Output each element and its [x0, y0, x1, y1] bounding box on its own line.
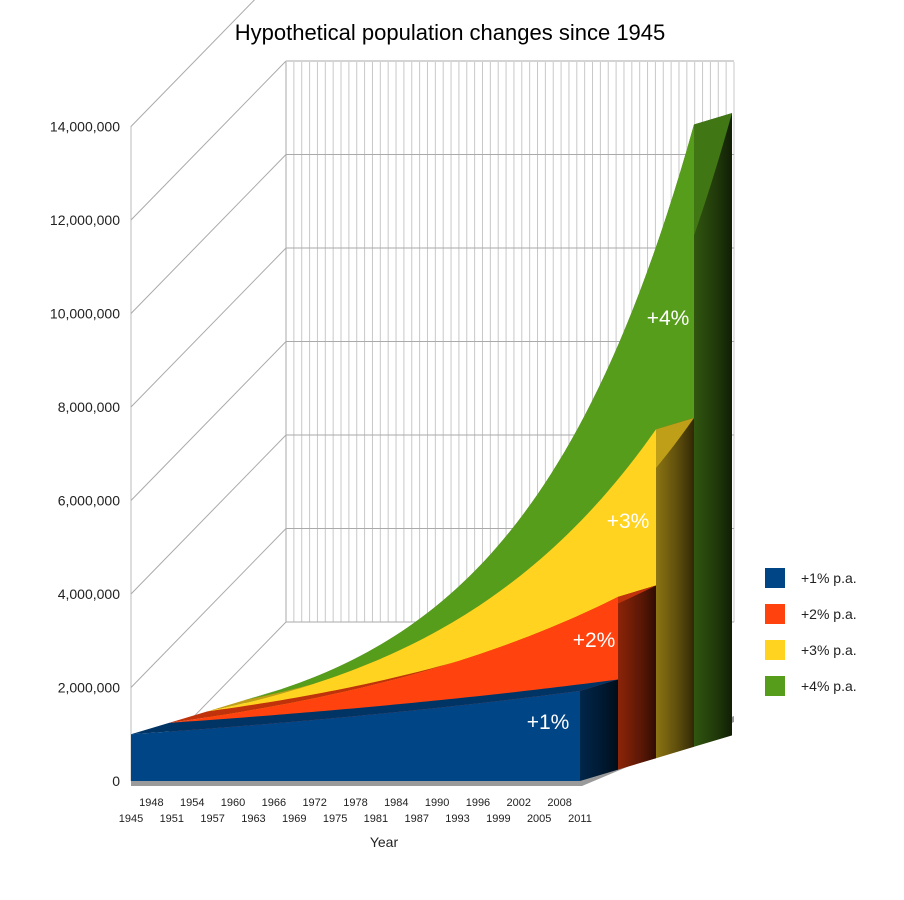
- x-tick-label: 1945: [119, 813, 143, 825]
- y-grid-line: [130, 0, 256, 127]
- y-tick-label: 10,000,000: [50, 306, 120, 322]
- y-tick-label: 4,000,000: [58, 586, 120, 602]
- x-tick-label: 1975: [323, 813, 347, 825]
- y-grid-line: [130, 528, 287, 688]
- x-tick-label: 1981: [364, 813, 388, 825]
- y-tick-label: 12,000,000: [50, 212, 120, 228]
- x-tick-label: 1969: [282, 813, 306, 825]
- y-tick-label: 8,000,000: [58, 399, 120, 415]
- x-tick-label: 1972: [302, 797, 326, 809]
- series-areas: +1% +2% +3% +4%: [131, 113, 732, 781]
- legend: +1% p.a. +2% p.a. +3% p.a. +4% p.a.: [765, 568, 857, 696]
- legend-label-1: +1% p.a.: [801, 570, 857, 586]
- y-grid-line: [130, 60, 287, 221]
- y-grid-line: [130, 341, 287, 501]
- x-tick-label: 1999: [486, 813, 510, 825]
- y-tick-label: 14,000,000: [50, 119, 120, 135]
- series-label-2: +2%: [573, 629, 616, 652]
- legend-label-4: +4% p.a.: [801, 678, 857, 694]
- series-top-face-1: [131, 679, 618, 735]
- series-label-3: +3%: [607, 510, 650, 533]
- x-tick-label: 1987: [404, 813, 428, 825]
- series-label-4: +4%: [647, 307, 690, 330]
- series-side-shade-1: [580, 679, 618, 781]
- x-tick-label: 1951: [160, 813, 184, 825]
- legend-swatch-4: [765, 676, 785, 696]
- series-area-1: [131, 690, 580, 781]
- x-tick-label: 1993: [445, 813, 469, 825]
- y-grid-line: [130, 434, 287, 595]
- chart-title: Hypothetical population changes since 19…: [235, 20, 666, 45]
- x-tick-label: 2005: [527, 813, 551, 825]
- series-side-shade-2: [618, 585, 656, 770]
- legend-label-2: +2% p.a.: [801, 606, 857, 622]
- series-label-1: +1%: [527, 711, 570, 734]
- legend-swatch-1: [765, 568, 785, 588]
- y-tick-label: 0: [112, 773, 120, 789]
- y-grid-line: [130, 247, 287, 408]
- x-tick-label: 1960: [221, 797, 245, 809]
- x-axis-label: Year: [370, 834, 399, 850]
- x-tick-label: 1957: [200, 813, 224, 825]
- legend-label-3: +3% p.a.: [801, 642, 857, 658]
- x-tick-label: 2008: [547, 797, 571, 809]
- series-side-shade-4: [694, 113, 732, 747]
- x-tick-label: 1996: [466, 797, 490, 809]
- legend-swatch-2: [765, 604, 785, 624]
- axes: 0 2,000,000 4,000,000 6,000,000 8,000,000 10,…: [50, 119, 592, 826]
- y-tick-label: 6,000,000: [58, 493, 120, 509]
- x-tick-label: 1954: [180, 797, 204, 809]
- legend-swatch-3: [765, 640, 785, 660]
- x-tick-label: 2002: [507, 797, 531, 809]
- x-tick-label: 1990: [425, 797, 449, 809]
- x-tick-label: 1966: [262, 797, 286, 809]
- x-tick-label: 2011: [568, 813, 592, 825]
- y-tick-label: 2,000,000: [58, 680, 120, 696]
- y-grid-line: [130, 154, 287, 314]
- x-tick-label: 1948: [139, 797, 163, 809]
- x-tick-label: 1963: [241, 813, 265, 825]
- x-tick-label: 1984: [384, 797, 408, 809]
- x-tick-label: 1978: [343, 797, 367, 809]
- series-side-shade-3: [656, 417, 694, 759]
